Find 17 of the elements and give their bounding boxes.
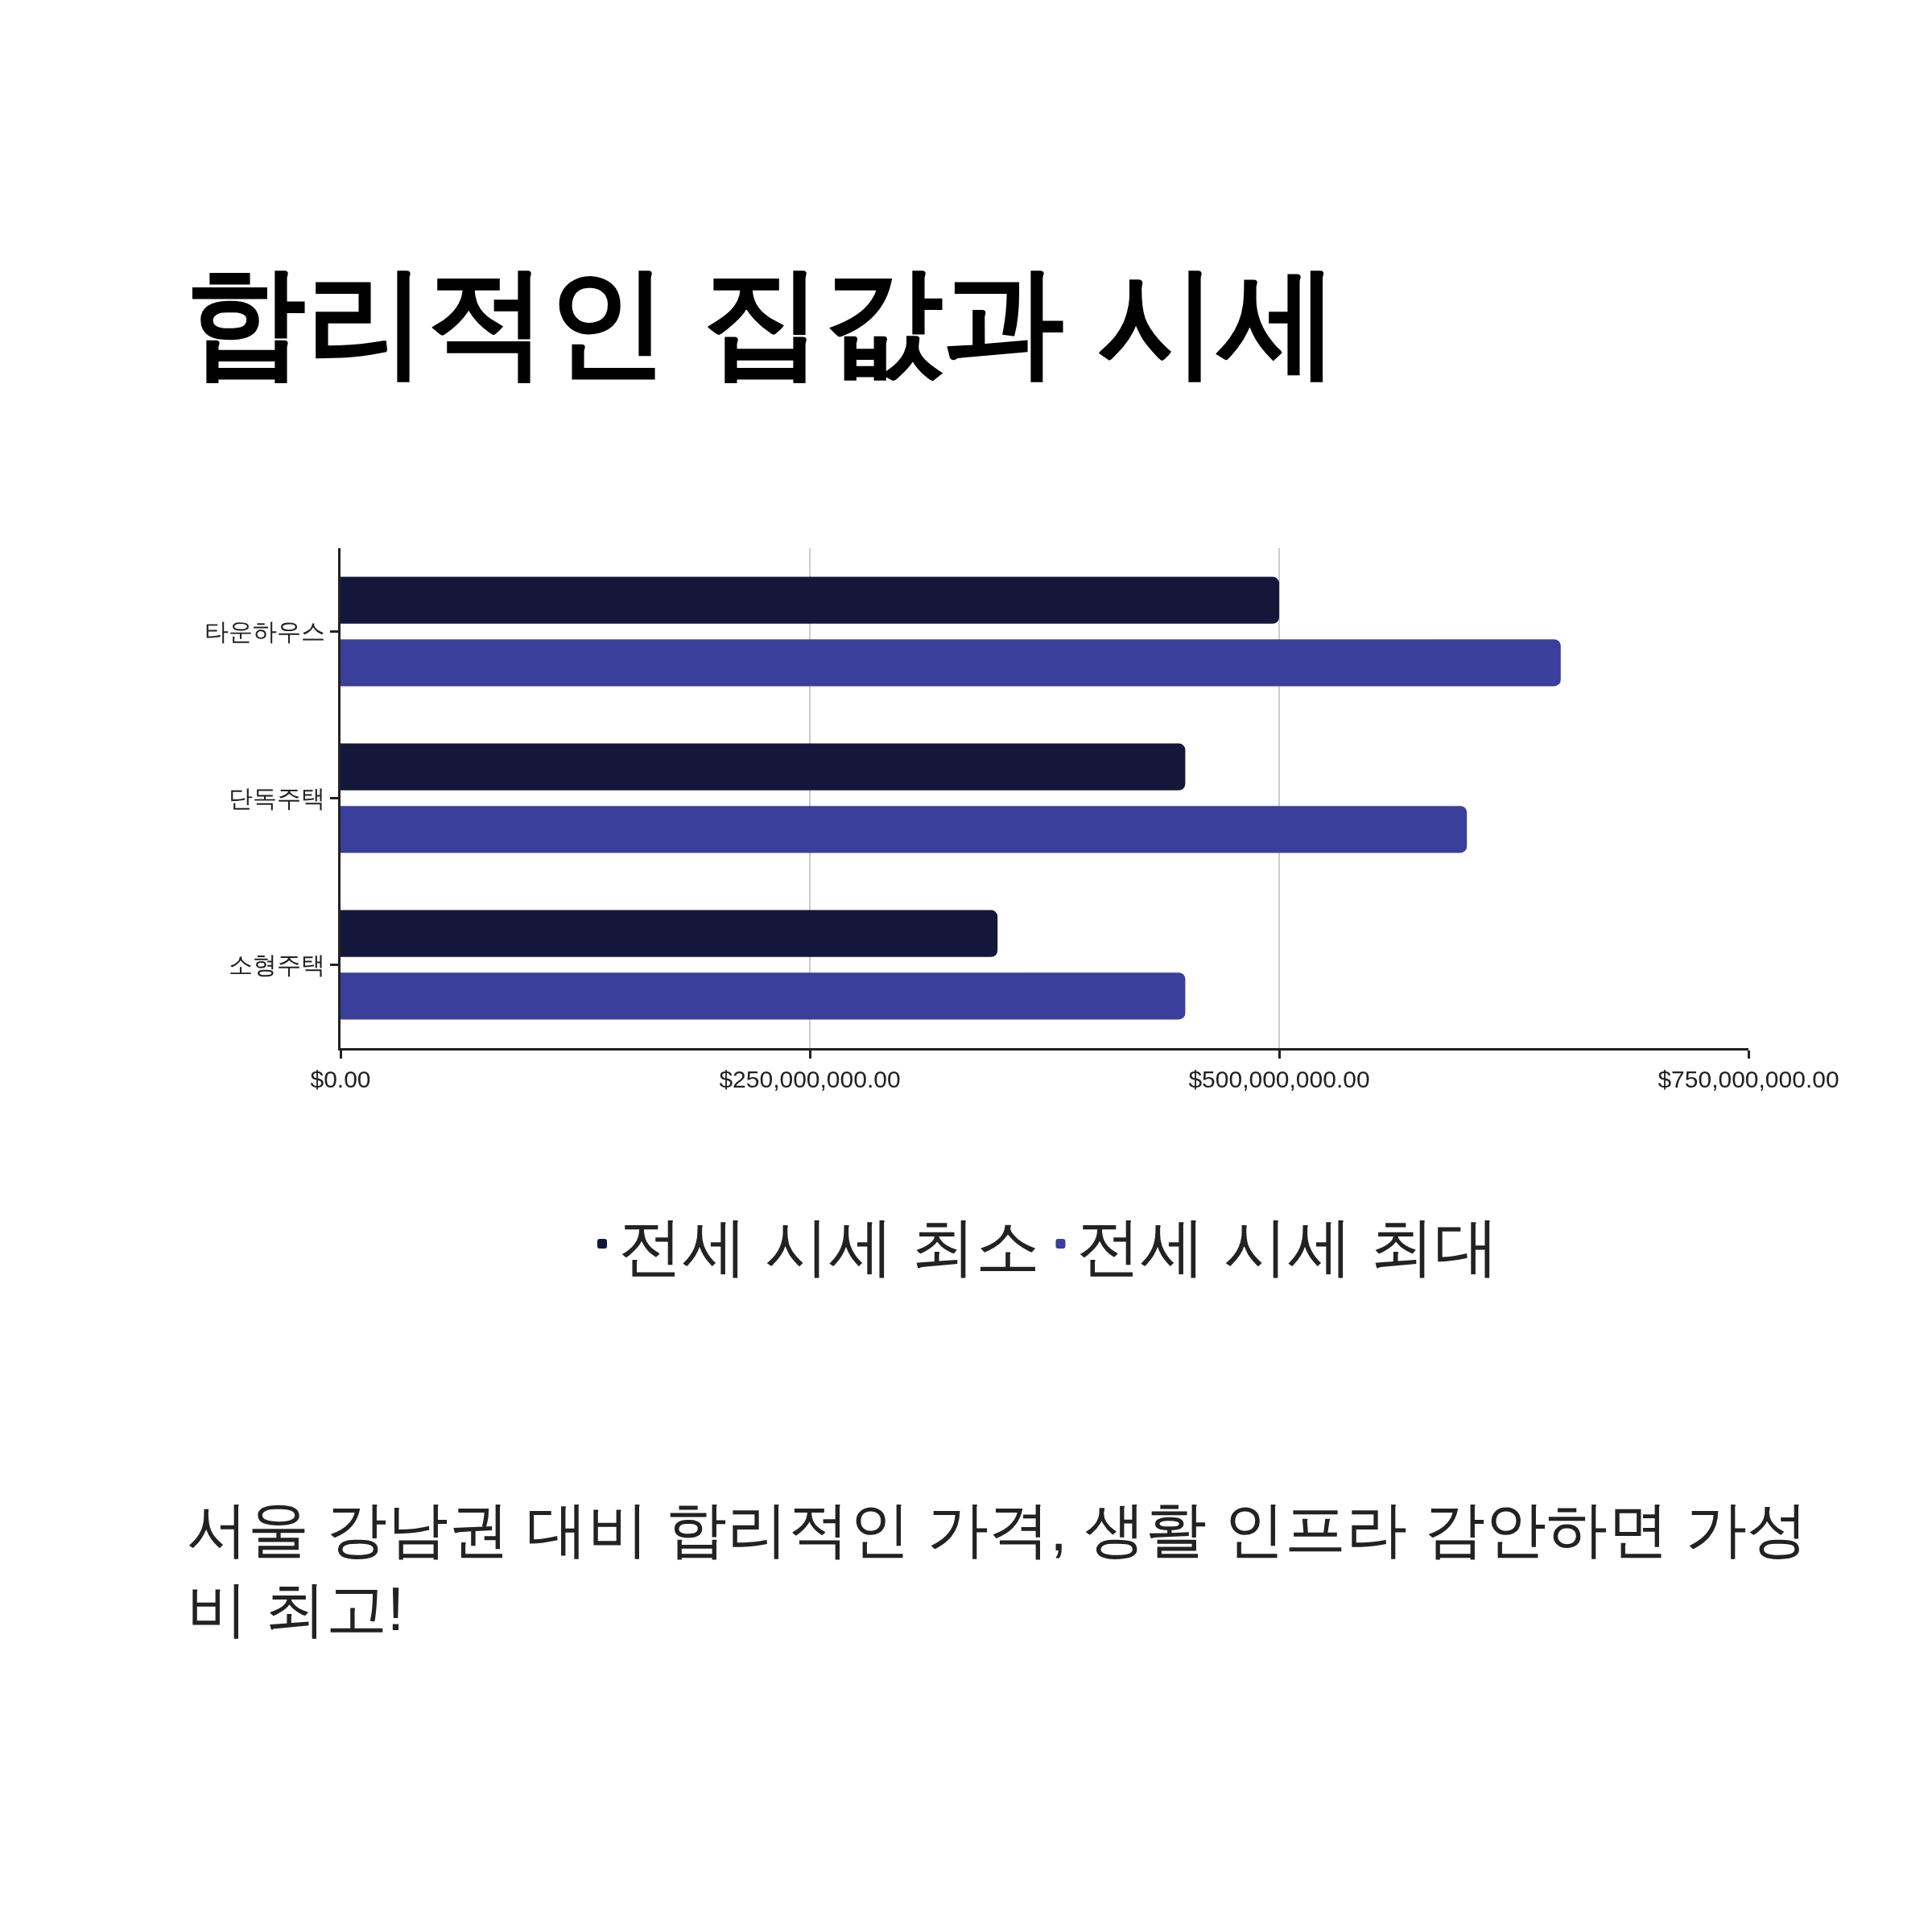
y-tick-label: 타운하우스 <box>204 618 325 645</box>
bar <box>341 639 1561 687</box>
bar <box>341 972 1186 1020</box>
y-tick-label: 소형주택 <box>229 952 325 978</box>
text: 서울 강남권 대비 합리적인 가격, 생활 인프라 감안하면 가성비 최고! <box>187 1495 1809 1643</box>
bar <box>341 743 1186 791</box>
legend-label: 전세 시세 최소 <box>618 1211 1041 1283</box>
x-tick-label: $0.00 <box>310 1066 371 1092</box>
x-tick-label: $500,000,000.00 <box>1188 1066 1370 1092</box>
chart-title: 합리적인 집값과 시세 <box>185 253 1340 389</box>
x-tick-label: $750,000,000.00 <box>1657 1066 1839 1092</box>
bar <box>341 806 1468 853</box>
x-tick-label: $250,000,000.00 <box>719 1066 901 1092</box>
bar <box>341 910 998 957</box>
y-tick-label: 단독주택 <box>229 785 325 811</box>
bar <box>341 576 1279 624</box>
legend-label: 전세 시세 최대 <box>1076 1211 1499 1283</box>
